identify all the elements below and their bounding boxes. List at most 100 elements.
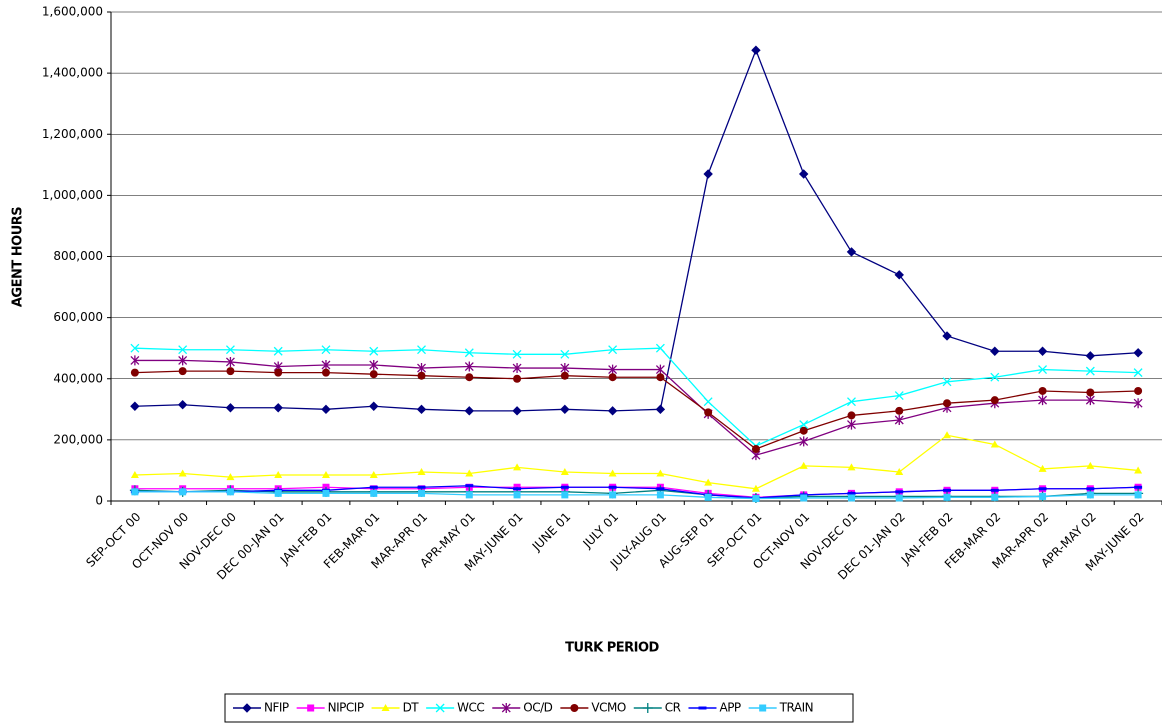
marker: [656, 373, 665, 382]
marker: [942, 331, 952, 341]
legend-label: NIPCIP: [328, 701, 364, 715]
marker: [417, 485, 426, 489]
marker: [225, 356, 235, 367]
marker: [847, 411, 856, 420]
marker: [512, 406, 522, 416]
marker: [608, 345, 618, 355]
marker: [704, 478, 713, 486]
legend-label: APP: [719, 701, 740, 715]
legend-label: DT: [403, 701, 420, 715]
y-tick-label: 600,000: [53, 310, 103, 324]
marker: [1038, 386, 1047, 395]
y-tick-label: 1,200,000: [42, 127, 103, 141]
marker: [370, 489, 378, 497]
marker: [751, 484, 760, 492]
legend-marker: [501, 703, 511, 713]
y-tick-label: 1,000,000: [42, 188, 103, 202]
legend-marker: [381, 704, 390, 711]
legend-marker: [307, 704, 315, 712]
marker: [655, 404, 666, 415]
y-tick-label: 0: [95, 494, 103, 508]
marker: [990, 396, 999, 405]
marker: [1086, 388, 1095, 397]
marker: [178, 355, 188, 366]
marker: [1134, 386, 1143, 395]
marker: [1086, 487, 1095, 491]
legend-marker: [570, 704, 579, 712]
marker: [178, 469, 187, 477]
marker: [177, 400, 188, 410]
marker: [369, 401, 379, 411]
legend-marker: [642, 703, 653, 713]
marker: [130, 401, 140, 411]
marker: [131, 488, 139, 496]
marker: [943, 431, 952, 439]
marker: [751, 445, 760, 454]
marker: [751, 45, 761, 55]
legend-label: VCMO: [591, 701, 625, 715]
legend-marker: [435, 703, 445, 713]
marker: [179, 488, 187, 496]
y-axis-title: AGENT HOURS: [11, 207, 26, 307]
marker: [464, 406, 475, 416]
marker: [609, 491, 617, 499]
marker: [704, 493, 712, 501]
marker: [130, 343, 140, 353]
y-tick-label: 800,000: [53, 249, 103, 263]
marker: [1038, 365, 1048, 375]
marker: [321, 368, 330, 377]
marker: [990, 488, 999, 492]
marker: [1037, 346, 1048, 356]
marker: [369, 346, 379, 356]
x-tick-label: JULY 01: [580, 510, 622, 552]
marker: [847, 397, 856, 407]
legend-label: OC/D: [523, 701, 552, 715]
y-tick-label: 400,000: [53, 371, 103, 385]
marker: [274, 489, 282, 497]
legend-marker: [759, 704, 767, 712]
marker: [1085, 366, 1095, 376]
marker: [799, 461, 808, 469]
legend-box: [224, 693, 854, 723]
marker: [655, 364, 665, 375]
marker: [226, 473, 235, 481]
marker: [1039, 492, 1047, 500]
marker: [991, 493, 999, 501]
series-line: [134, 370, 1139, 450]
marker: [607, 406, 618, 416]
marker: [942, 377, 952, 387]
marker: [799, 420, 809, 430]
marker: [560, 485, 569, 489]
marker: [560, 363, 570, 374]
marker: [560, 404, 570, 415]
marker: [1133, 398, 1143, 409]
marker: [943, 493, 951, 501]
marker: [274, 368, 283, 377]
marker: [321, 404, 331, 415]
x-tick-label: JUNE 01: [529, 510, 574, 555]
marker: [1134, 485, 1143, 489]
marker: [560, 349, 570, 359]
marker: [608, 469, 617, 477]
marker: [513, 374, 522, 383]
marker: [846, 247, 857, 257]
marker: [895, 406, 904, 415]
marker: [1038, 464, 1047, 472]
series-line: [134, 485, 1139, 499]
marker: [1133, 348, 1143, 358]
marker: [704, 408, 713, 417]
marker: [321, 359, 331, 370]
marker: [465, 491, 473, 499]
marker: [1134, 491, 1142, 499]
legend-label: NFIP: [264, 701, 289, 715]
marker: [226, 367, 235, 376]
marker: [656, 469, 665, 477]
legend-label: WCC: [457, 701, 484, 715]
legend-marker: [698, 706, 707, 710]
marker: [703, 397, 713, 407]
marker: [465, 373, 474, 382]
marker: [418, 489, 426, 497]
marker: [1086, 491, 1094, 499]
series-line: [134, 434, 1139, 490]
marker: [178, 345, 188, 355]
